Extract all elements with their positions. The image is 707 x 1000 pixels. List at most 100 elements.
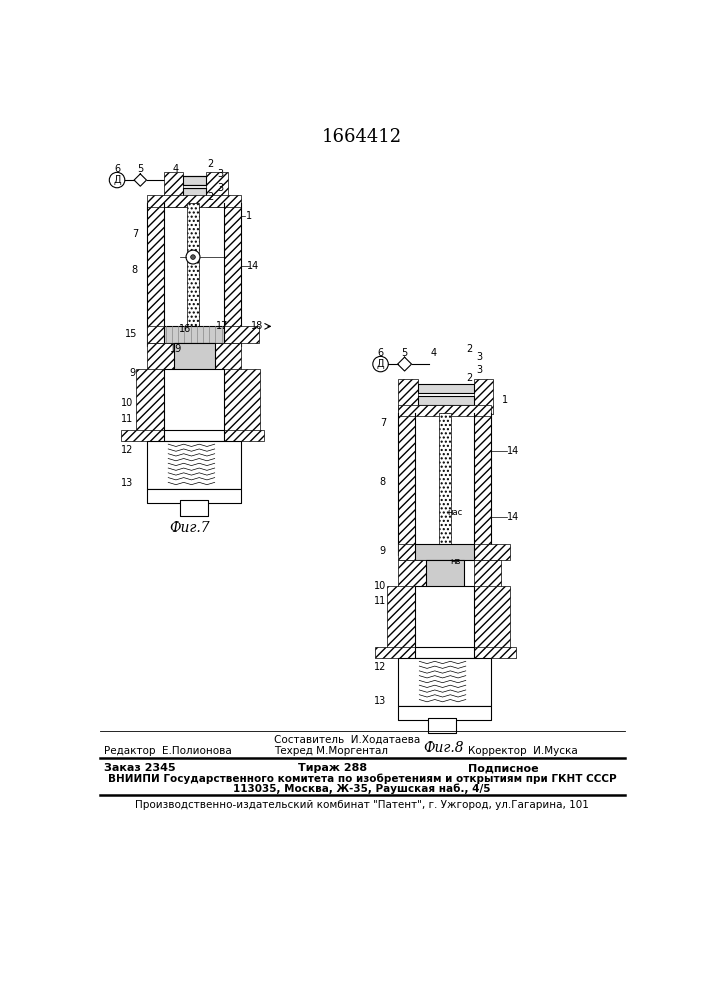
Bar	[474, 647, 516, 658]
Bar	[398, 706, 491, 720]
Bar	[387, 586, 416, 649]
Bar	[146, 489, 241, 503]
Text: 7: 7	[132, 229, 138, 239]
Text: 6: 6	[378, 348, 384, 358]
Bar	[180, 500, 208, 516]
Text: 6: 6	[114, 164, 120, 174]
Text: Д: Д	[377, 359, 385, 369]
Text: 10: 10	[121, 398, 133, 408]
Text: Редактор  Е.Полионова: Редактор Е.Полионова	[104, 746, 232, 756]
Text: 4: 4	[172, 164, 178, 174]
Bar	[398, 706, 491, 720]
Bar	[474, 544, 510, 560]
Text: 15: 15	[125, 329, 137, 339]
Text: 12: 12	[375, 662, 387, 672]
Text: 16: 16	[179, 324, 192, 334]
Bar	[136, 369, 163, 432]
Bar	[222, 441, 241, 489]
Bar	[146, 203, 163, 346]
Bar	[416, 586, 474, 649]
Text: 113035, Москва, Ж-35, Раушская наб., 4/5: 113035, Москва, Ж-35, Раушская наб., 4/5	[233, 783, 491, 794]
Bar	[398, 560, 426, 587]
Text: 8: 8	[380, 477, 386, 487]
Bar	[474, 658, 491, 706]
Text: 1: 1	[502, 395, 508, 405]
Text: Техред М.Моргентал: Техред М.Моргентал	[274, 746, 388, 756]
Bar	[163, 172, 183, 207]
Bar	[474, 560, 501, 587]
Bar	[398, 544, 416, 560]
Bar	[416, 647, 474, 658]
Text: 18: 18	[251, 321, 264, 331]
Text: Составитель  И.Ходатаева: Составитель И.Ходатаева	[274, 735, 421, 745]
Circle shape	[110, 172, 125, 188]
Text: 14: 14	[507, 512, 519, 522]
Text: 13: 13	[375, 696, 387, 706]
Bar	[416, 544, 474, 560]
Text: 10: 10	[375, 581, 387, 591]
Text: Подписное: Подписное	[468, 763, 539, 773]
Bar	[146, 489, 241, 503]
Text: ВНИИПИ Государственного комитета по изобретениям и открытиям при ГКНТ СССР: ВНИИПИ Государственного комитета по изоб…	[107, 774, 617, 784]
Text: 13: 13	[121, 478, 133, 488]
Text: 5: 5	[137, 164, 144, 174]
Bar	[163, 430, 224, 441]
Circle shape	[191, 255, 195, 259]
Text: 7: 7	[380, 418, 386, 428]
Text: 1: 1	[246, 211, 252, 221]
Bar	[146, 343, 174, 370]
Bar	[428, 718, 456, 733]
Text: 9: 9	[129, 368, 136, 378]
Text: нв: нв	[450, 557, 460, 566]
Bar	[187, 203, 199, 334]
Bar	[474, 379, 493, 414]
Bar	[398, 413, 416, 555]
Text: 4: 4	[430, 348, 436, 358]
Bar	[121, 430, 163, 441]
Bar	[146, 326, 163, 343]
Text: 17: 17	[216, 321, 228, 331]
Text: 3: 3	[477, 352, 483, 362]
Text: Д: Д	[113, 175, 121, 185]
Text: 11: 11	[375, 596, 387, 606]
Bar	[206, 172, 228, 207]
Bar	[418, 396, 474, 405]
Bar	[183, 188, 206, 197]
Bar	[398, 379, 418, 414]
Text: 2: 2	[208, 159, 214, 169]
Text: Корректор  И.Муска: Корректор И.Муска	[468, 746, 578, 756]
Circle shape	[373, 356, 388, 372]
Text: 12: 12	[121, 445, 134, 455]
Bar	[224, 369, 260, 432]
Bar	[224, 203, 241, 346]
Text: Фиг.7: Фиг.7	[169, 521, 209, 535]
Text: 11: 11	[121, 414, 133, 424]
Bar	[398, 658, 491, 706]
Bar	[428, 718, 456, 733]
Text: 3: 3	[217, 169, 223, 179]
Text: 19: 19	[170, 344, 182, 354]
Bar	[180, 500, 208, 516]
Text: 9: 9	[380, 546, 386, 556]
Bar	[438, 413, 451, 544]
Bar	[398, 658, 416, 706]
Circle shape	[186, 250, 200, 264]
Bar	[146, 441, 163, 489]
Text: 14: 14	[507, 446, 519, 456]
Text: 2: 2	[467, 373, 473, 383]
Text: 2: 2	[467, 344, 473, 354]
Bar	[215, 343, 241, 370]
Text: 8: 8	[132, 265, 138, 275]
Text: 14: 14	[247, 261, 259, 271]
Bar	[163, 326, 224, 343]
Text: Заказ 2345: Заказ 2345	[104, 763, 175, 773]
Text: 3: 3	[217, 183, 223, 193]
Bar	[474, 413, 491, 555]
Bar	[418, 384, 474, 393]
Bar	[163, 369, 224, 432]
Bar	[224, 326, 259, 343]
Text: 1664412: 1664412	[322, 128, 402, 146]
Text: Производственно-издательский комбинат "Патент", г. Ужгород, ул.Гагарина, 101: Производственно-издательский комбинат "П…	[135, 800, 589, 810]
Text: 5: 5	[402, 348, 408, 358]
Text: 2: 2	[208, 192, 214, 202]
